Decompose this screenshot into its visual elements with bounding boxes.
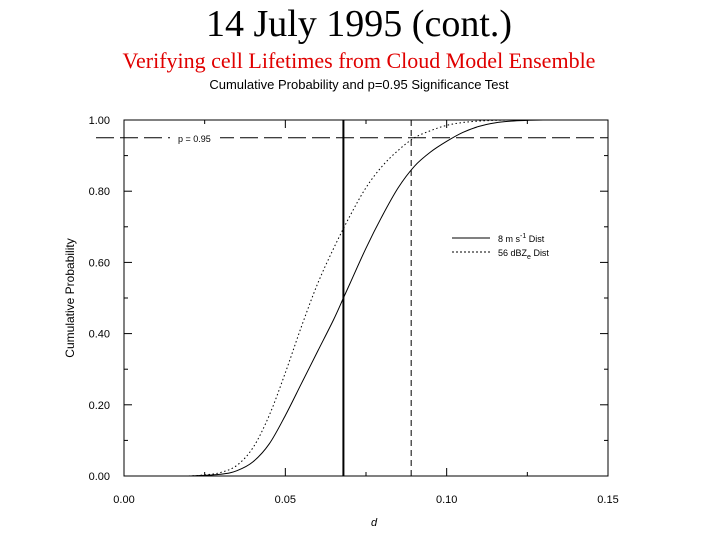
y-tick-label: 0.40 — [89, 329, 110, 341]
series-line-2 — [188, 119, 544, 477]
y-tick-label: 1.00 — [89, 115, 110, 127]
page-title: 14 July 1995 (cont.) — [205, 3, 513, 45]
page-subtitle: Verifying cell Lifetimes from Cloud Mode… — [122, 48, 596, 73]
y-tick-label: 0.20 — [89, 400, 110, 412]
x-tick-label: 0.00 — [113, 494, 134, 506]
plot-frame — [123, 119, 609, 477]
x-tick-label: 0.15 — [597, 494, 618, 506]
y-tick-label: 0.60 — [89, 257, 110, 269]
significance-label: p = 0.95 — [178, 134, 211, 144]
legend-label-1: 8 m s-1 Dist — [498, 233, 545, 244]
plot-area: 0.00 0.20 0.40 0.60 0.80 1.00 0.00 0.05 0.10 0.15… — [63, 115, 619, 529]
y-axis-label: Cumulative Probability — [63, 238, 77, 357]
chart-title: Cumulative Probability and p=0.95 Signif… — [209, 77, 509, 92]
x-axis-label: d — [371, 517, 378, 529]
x-tick-label: 0.05 — [275, 494, 296, 506]
x-tick-label: 0.10 — [436, 494, 457, 506]
y-tick-label: 0.00 — [89, 471, 110, 483]
significance-label-bg — [170, 130, 220, 144]
series-line-1 — [188, 119, 576, 477]
legend-label-2: 56 dBZe Dist — [498, 248, 549, 261]
y-tick-label: 0.80 — [89, 186, 110, 198]
